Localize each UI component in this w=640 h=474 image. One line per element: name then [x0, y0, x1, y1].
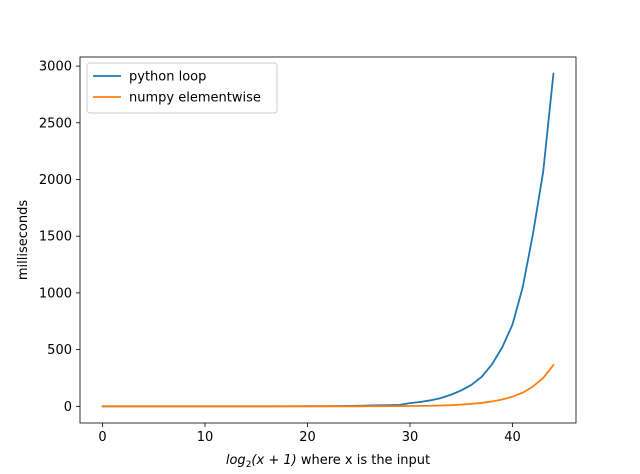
y-tick-label: 2000	[39, 173, 72, 188]
legend-label-1: numpy elementwise	[129, 91, 261, 106]
x-label-suffix: where x is the input	[297, 453, 430, 468]
y-axis: 0 500 1000 1500 2000 2500 3000	[39, 60, 80, 415]
series-lines	[101, 72, 555, 408]
x-axis: 0 10 20 30 40	[98, 423, 521, 445]
y-tick-label: 3000	[39, 60, 72, 75]
y-tick-label: 1500	[39, 230, 72, 245]
plot-area-frame	[79, 56, 577, 424]
legend-label-0: python loop	[129, 70, 206, 85]
y-tick-label: 2500	[39, 116, 72, 131]
y-tick-label: 500	[47, 343, 72, 358]
x-tick-label: 0	[98, 430, 106, 445]
series-line-1	[101, 364, 555, 408]
x-tick-label: 20	[299, 430, 316, 445]
y-tick-label: 0	[64, 400, 72, 415]
x-tick-label: 30	[402, 430, 419, 445]
x-tick-label: 10	[197, 430, 214, 445]
x-label-argument: (x + 1)	[251, 453, 296, 468]
series-line-0	[101, 72, 555, 408]
x-label-log: log	[226, 453, 246, 468]
y-axis-label: milliseconds	[16, 200, 31, 280]
x-tick-label: 40	[504, 430, 521, 445]
y-tick-label: 1000	[39, 286, 72, 301]
x-axis-label: log2(x + 1) where x is the input	[226, 453, 430, 470]
x-label-subscript: 2	[246, 460, 252, 470]
legend: python loop numpy elementwise	[86, 62, 278, 114]
legend-box	[86, 62, 278, 114]
